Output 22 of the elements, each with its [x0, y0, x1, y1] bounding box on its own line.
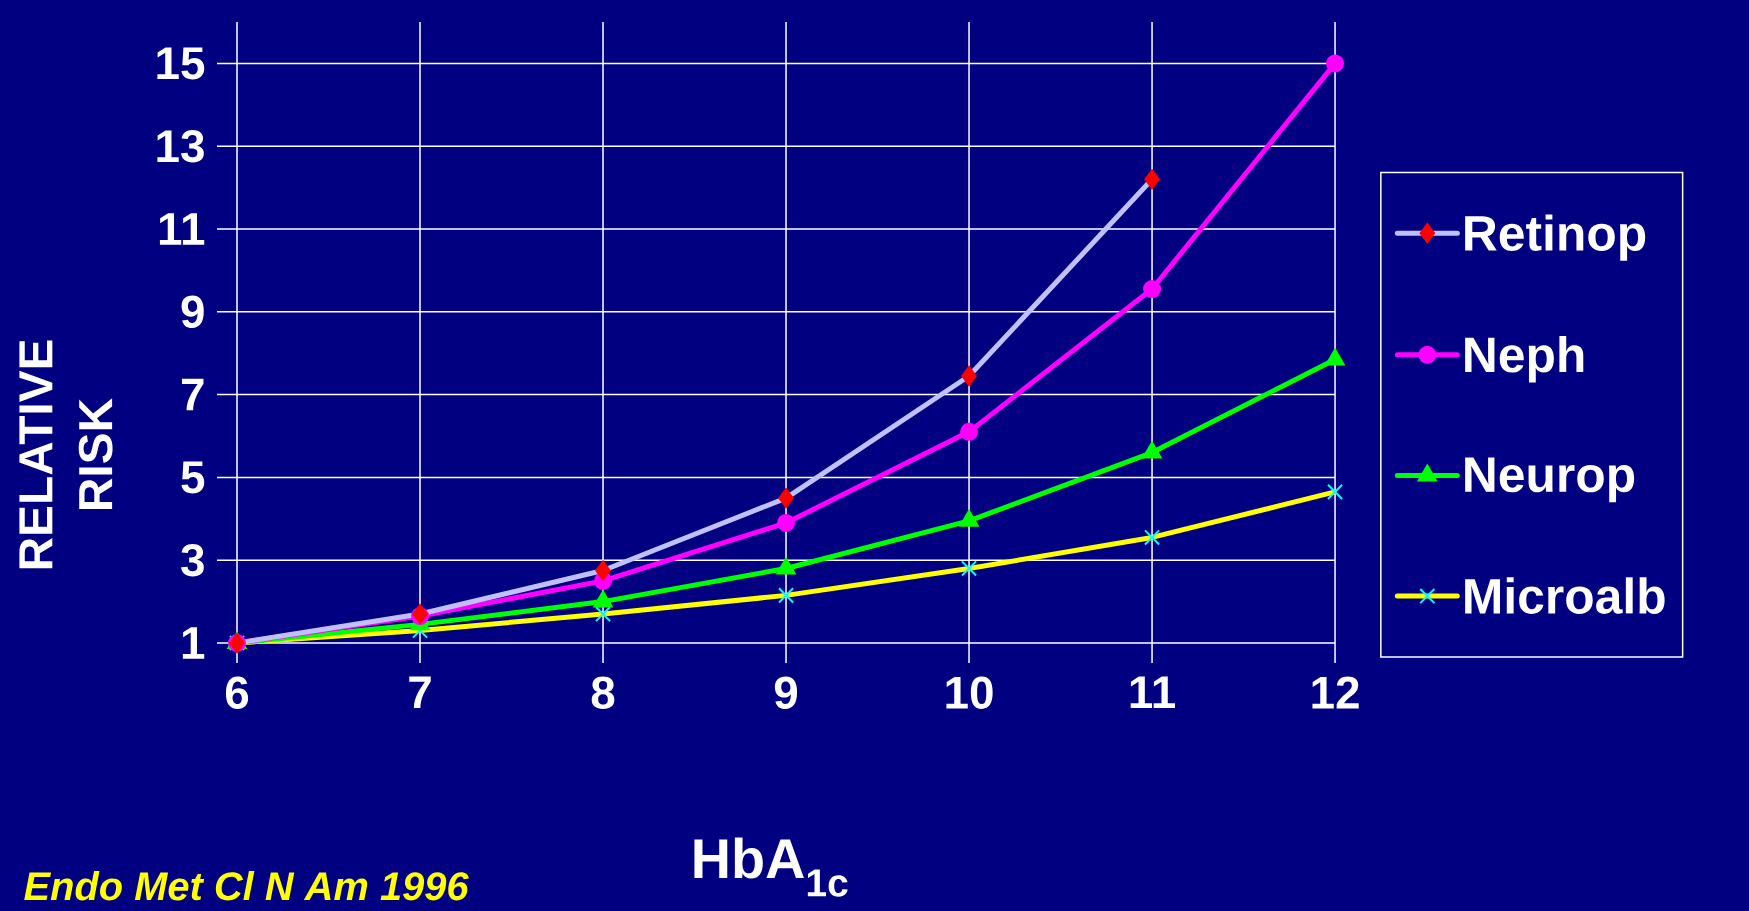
- y-tick-label: 13: [157, 129, 204, 163]
- y-tick-label: 7: [181, 378, 204, 411]
- y-tick-label: 5: [181, 461, 205, 494]
- x-tick-label: 7: [409, 676, 431, 709]
- x-tick-label: 10: [946, 676, 993, 709]
- y-axis-title: RELATIVE RISK: [19, 340, 113, 569]
- x-tick-label: 8: [591, 676, 615, 709]
- legend-label: Neurop: [1465, 457, 1635, 503]
- text: Endo Met Cl N Am 1996: [24, 871, 469, 901]
- legend-label: Neph: [1465, 335, 1584, 383]
- x-tick-label: 12: [1312, 676, 1359, 709]
- y-tick-label: 1: [182, 627, 205, 659]
- y-tick-label: 11: [159, 213, 205, 245]
- x-tick-label: 6: [225, 676, 249, 709]
- legend-label: Retinop: [1465, 214, 1646, 261]
- y-tick-label: 15: [157, 47, 205, 80]
- legend-label: Microalb: [1465, 577, 1665, 614]
- y-tick-label: 3: [181, 543, 204, 577]
- x-axis-title: HbA$_{1c}$: [694, 837, 848, 897]
- x-tick-label: 9: [774, 676, 798, 709]
- x-tick-label: 11: [1130, 676, 1175, 709]
- y-tick-label: 9: [181, 295, 204, 329]
